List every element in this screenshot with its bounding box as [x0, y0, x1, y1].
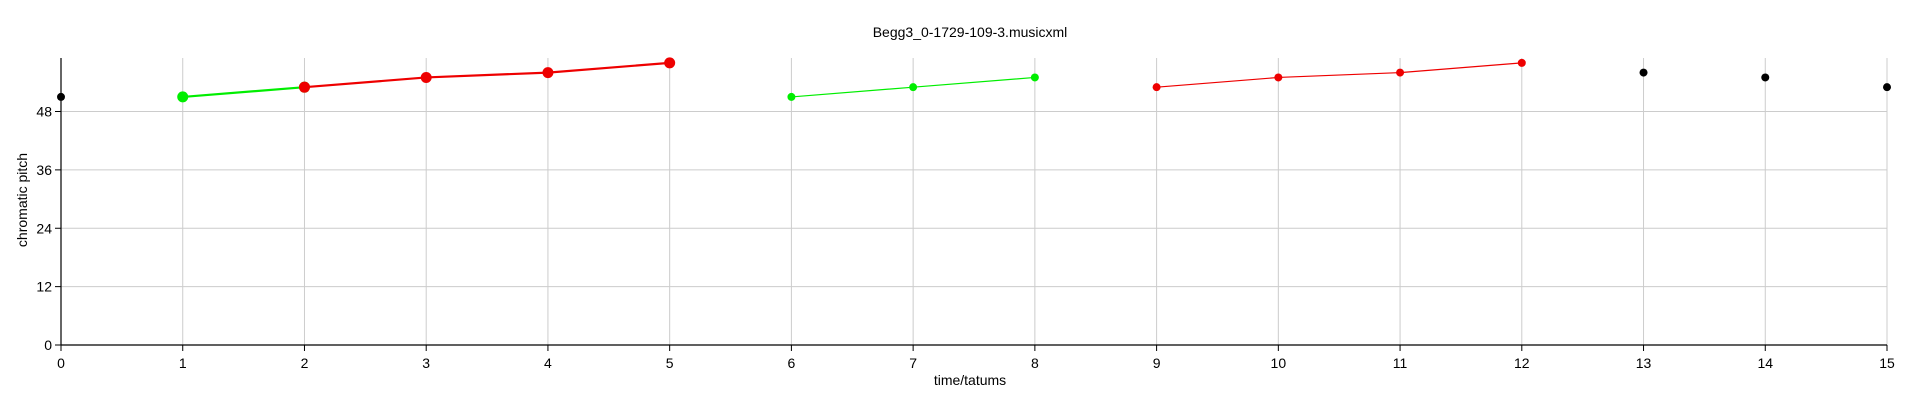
x-tick-label: 4: [544, 355, 552, 371]
black-data-point: [57, 92, 65, 101]
x-tick-label: 5: [666, 355, 674, 371]
green-data-point: [1030, 73, 1039, 82]
x-tick-label: 7: [909, 355, 917, 371]
black-data-point: [1761, 73, 1770, 82]
red-data-point: [664, 57, 676, 69]
red-data-point: [542, 67, 554, 79]
green-data-point: [909, 83, 918, 92]
x-tick-label: 13: [1636, 355, 1652, 371]
red-series-line: [304, 61, 670, 89]
x-tick-label: 10: [1271, 355, 1287, 371]
black-data-point: [1639, 68, 1648, 77]
x-tick-label: 12: [1514, 355, 1530, 371]
green-series-line: [182, 86, 305, 99]
x-tick-label: 11: [1393, 355, 1408, 371]
red-data-point: [1396, 68, 1405, 77]
y-tick-label: 0: [44, 337, 52, 353]
x-axis-title: time/tatums: [934, 372, 1006, 388]
x-tick-label: 8: [1031, 355, 1039, 371]
green-data-point: [787, 92, 796, 101]
y-axis-title: chromatic pitch: [14, 153, 30, 247]
red-data-point: [420, 71, 432, 83]
y-tick-label: 48: [36, 104, 52, 120]
red-data-point: [1517, 58, 1526, 67]
y-tick-label: 24: [36, 220, 52, 236]
x-tick-label: 15: [1879, 355, 1895, 371]
red-data-point: [298, 81, 310, 93]
x-tick-label: 14: [1757, 355, 1773, 371]
red-series-line: [1156, 62, 1522, 88]
x-tick-label: 2: [301, 355, 309, 371]
x-tick-label: 6: [788, 355, 796, 371]
y-tick-label: 12: [36, 279, 52, 295]
x-tick-label: 0: [57, 355, 65, 371]
green-data-point: [177, 91, 189, 103]
x-tick-label: 3: [422, 355, 430, 371]
black-data-point: [1883, 83, 1891, 92]
red-data-point: [1152, 83, 1161, 92]
y-tick-label: 36: [36, 162, 52, 178]
x-tick-label: 1: [179, 355, 187, 371]
x-tick-label: 9: [1153, 355, 1161, 371]
chart-title: Begg3_0-1729-109-3.musicxml: [873, 24, 1068, 40]
data-series: [57, 57, 1891, 103]
grid-lines: [61, 58, 1888, 345]
red-data-point: [1274, 73, 1283, 82]
